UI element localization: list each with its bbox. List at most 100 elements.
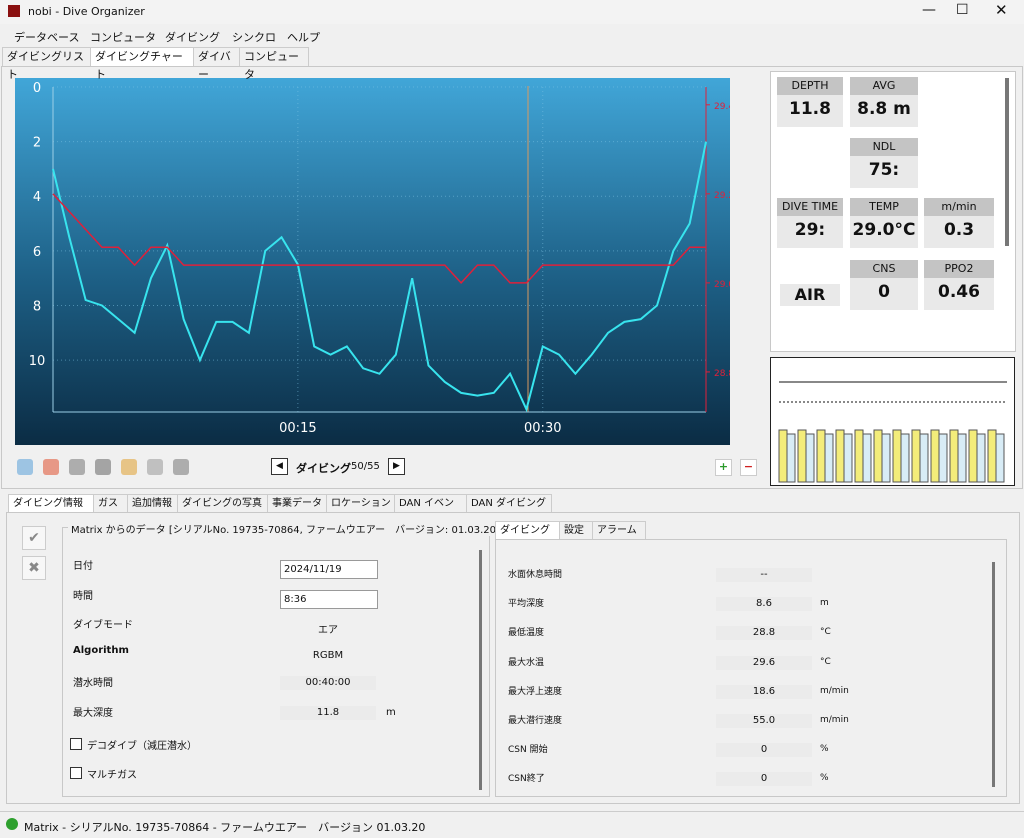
info-group: [62, 527, 490, 797]
y2-tick-label: 29.0: [714, 280, 730, 290]
menu-item[interactable]: ヘルプ: [287, 31, 320, 44]
tissue-bar: [976, 433, 986, 483]
status-bar: Matrix - シリアルNo. 19735-70864 - ファームウエアー …: [0, 811, 1024, 838]
tissue-bar: [835, 429, 845, 483]
stat-box: NDL 75:: [850, 138, 918, 188]
prev-button[interactable]: ◀: [271, 458, 288, 475]
tool-icon[interactable]: [69, 459, 85, 475]
tissue-bar: [957, 433, 967, 483]
tab[interactable]: ダイビング情報: [8, 494, 94, 513]
checkbox[interactable]: [70, 767, 82, 779]
tool-icon[interactable]: [121, 459, 137, 475]
tissue-bar: [824, 433, 834, 483]
tool-icon[interactable]: [95, 459, 111, 475]
tab[interactable]: アラーム: [592, 521, 646, 540]
stat-label: NDL: [850, 138, 918, 156]
stat-value: 8.8 m: [857, 99, 911, 119]
y-tick-label: 0: [33, 81, 41, 96]
stat-label: TEMP: [850, 198, 918, 216]
tab[interactable]: DAN ダイビング: [466, 494, 552, 513]
detail-unit: %: [820, 773, 829, 784]
nav-label: ダイビング: [296, 462, 351, 475]
stat-label: AVG: [850, 77, 918, 95]
field-label: Algorithm: [73, 645, 129, 656]
next-button[interactable]: ▶: [388, 458, 405, 475]
tissue-bar: [949, 429, 959, 483]
tab[interactable]: ダイバー: [193, 47, 241, 81]
y2-tick-label: 29.2: [714, 191, 730, 201]
field-input[interactable]: 8:36: [280, 590, 378, 609]
tab[interactable]: DAN イベント: [394, 494, 468, 527]
detail-unit: °C: [820, 656, 831, 667]
stat-box: DEPTH 11.8: [777, 77, 843, 127]
tab[interactable]: コンピュータ: [239, 47, 309, 81]
stat-box: m/min 0.3: [924, 198, 994, 248]
y2-tick-label: 29.4: [714, 102, 730, 112]
tab[interactable]: ダイビングの写真: [177, 494, 269, 513]
field-value: RGBM: [312, 650, 344, 661]
add-button[interactable]: +: [715, 459, 732, 476]
tissue-bar: [854, 429, 864, 483]
tissue-bar: [968, 429, 978, 483]
tab[interactable]: ダイビングチャート: [90, 47, 196, 81]
tab[interactable]: 追加情報: [127, 494, 179, 513]
save-button[interactable]: ✔: [22, 526, 46, 550]
stat-box: TEMP 29.0°C: [850, 198, 918, 248]
cancel-button[interactable]: ✖: [22, 556, 46, 580]
tissue-bar: [919, 433, 929, 483]
tool-icon[interactable]: [43, 459, 59, 475]
tab[interactable]: ガス: [93, 494, 129, 513]
field-value: エア: [318, 625, 338, 636]
field-label: 潜水時間: [73, 678, 113, 689]
remove-button[interactable]: −: [740, 459, 757, 476]
stat-label: DEPTH: [777, 77, 843, 95]
detail-value: --: [716, 568, 812, 582]
detail-label: 最大潜行速度: [508, 716, 563, 726]
scrollbar[interactable]: [1005, 78, 1009, 246]
detail-label: CSN終了: [508, 774, 545, 785]
scrollbar[interactable]: [992, 562, 995, 787]
menu-item[interactable]: ダイビング: [165, 31, 220, 44]
field-input[interactable]: 2024/11/19: [280, 560, 378, 579]
tissue-bar: [930, 429, 940, 483]
tissue-bar: [862, 433, 872, 483]
field-unit: m: [386, 707, 396, 718]
stat-value: 29:: [794, 220, 826, 240]
detail-value: 18.6: [716, 684, 812, 699]
tissue-bar: [938, 433, 948, 483]
menu-item[interactable]: コンピュータ: [90, 31, 156, 44]
detail-value: 0: [716, 772, 812, 787]
status-light: [6, 818, 18, 830]
close[interactable]: ✕: [995, 1, 1008, 19]
field-value: 00:40:00: [280, 676, 376, 690]
tool-icon[interactable]: [173, 459, 189, 475]
y-tick-label: 8: [33, 299, 41, 314]
field-value: 11.8: [280, 706, 376, 720]
tissue-bar: [786, 433, 796, 483]
tab[interactable]: ダイビングリスト: [2, 47, 92, 81]
x-tick-label: 00:15: [279, 421, 316, 436]
minimize[interactable]: —: [922, 2, 936, 18]
detail-label: 最低温度: [508, 628, 545, 639]
field-label: 最大深度: [73, 708, 113, 719]
scrollbar[interactable]: [479, 550, 482, 790]
field-label: 時間: [73, 591, 93, 602]
tissue-bar: [816, 429, 826, 483]
tab[interactable]: ダイビング: [495, 521, 561, 540]
tab[interactable]: 事業データ: [267, 494, 327, 513]
tissue-bar: [843, 433, 853, 483]
tool-icon[interactable]: [147, 459, 163, 475]
tab[interactable]: 設定: [559, 521, 594, 540]
maximize[interactable]: ☐: [956, 2, 969, 18]
tool-icon[interactable]: [17, 459, 33, 475]
detail-value: 29.6: [716, 655, 812, 670]
checkbox-label: マルチガス: [87, 770, 137, 781]
field-label: ダイブモード: [73, 620, 133, 631]
x-tick-label: 00:30: [524, 421, 561, 436]
tab[interactable]: ロケーション: [326, 494, 396, 513]
detail-label: 最大浮上速度: [508, 686, 563, 697]
checkbox[interactable]: [70, 738, 82, 750]
menu-item[interactable]: シンクロ: [232, 31, 276, 44]
menu-item[interactable]: データベース: [14, 31, 80, 44]
